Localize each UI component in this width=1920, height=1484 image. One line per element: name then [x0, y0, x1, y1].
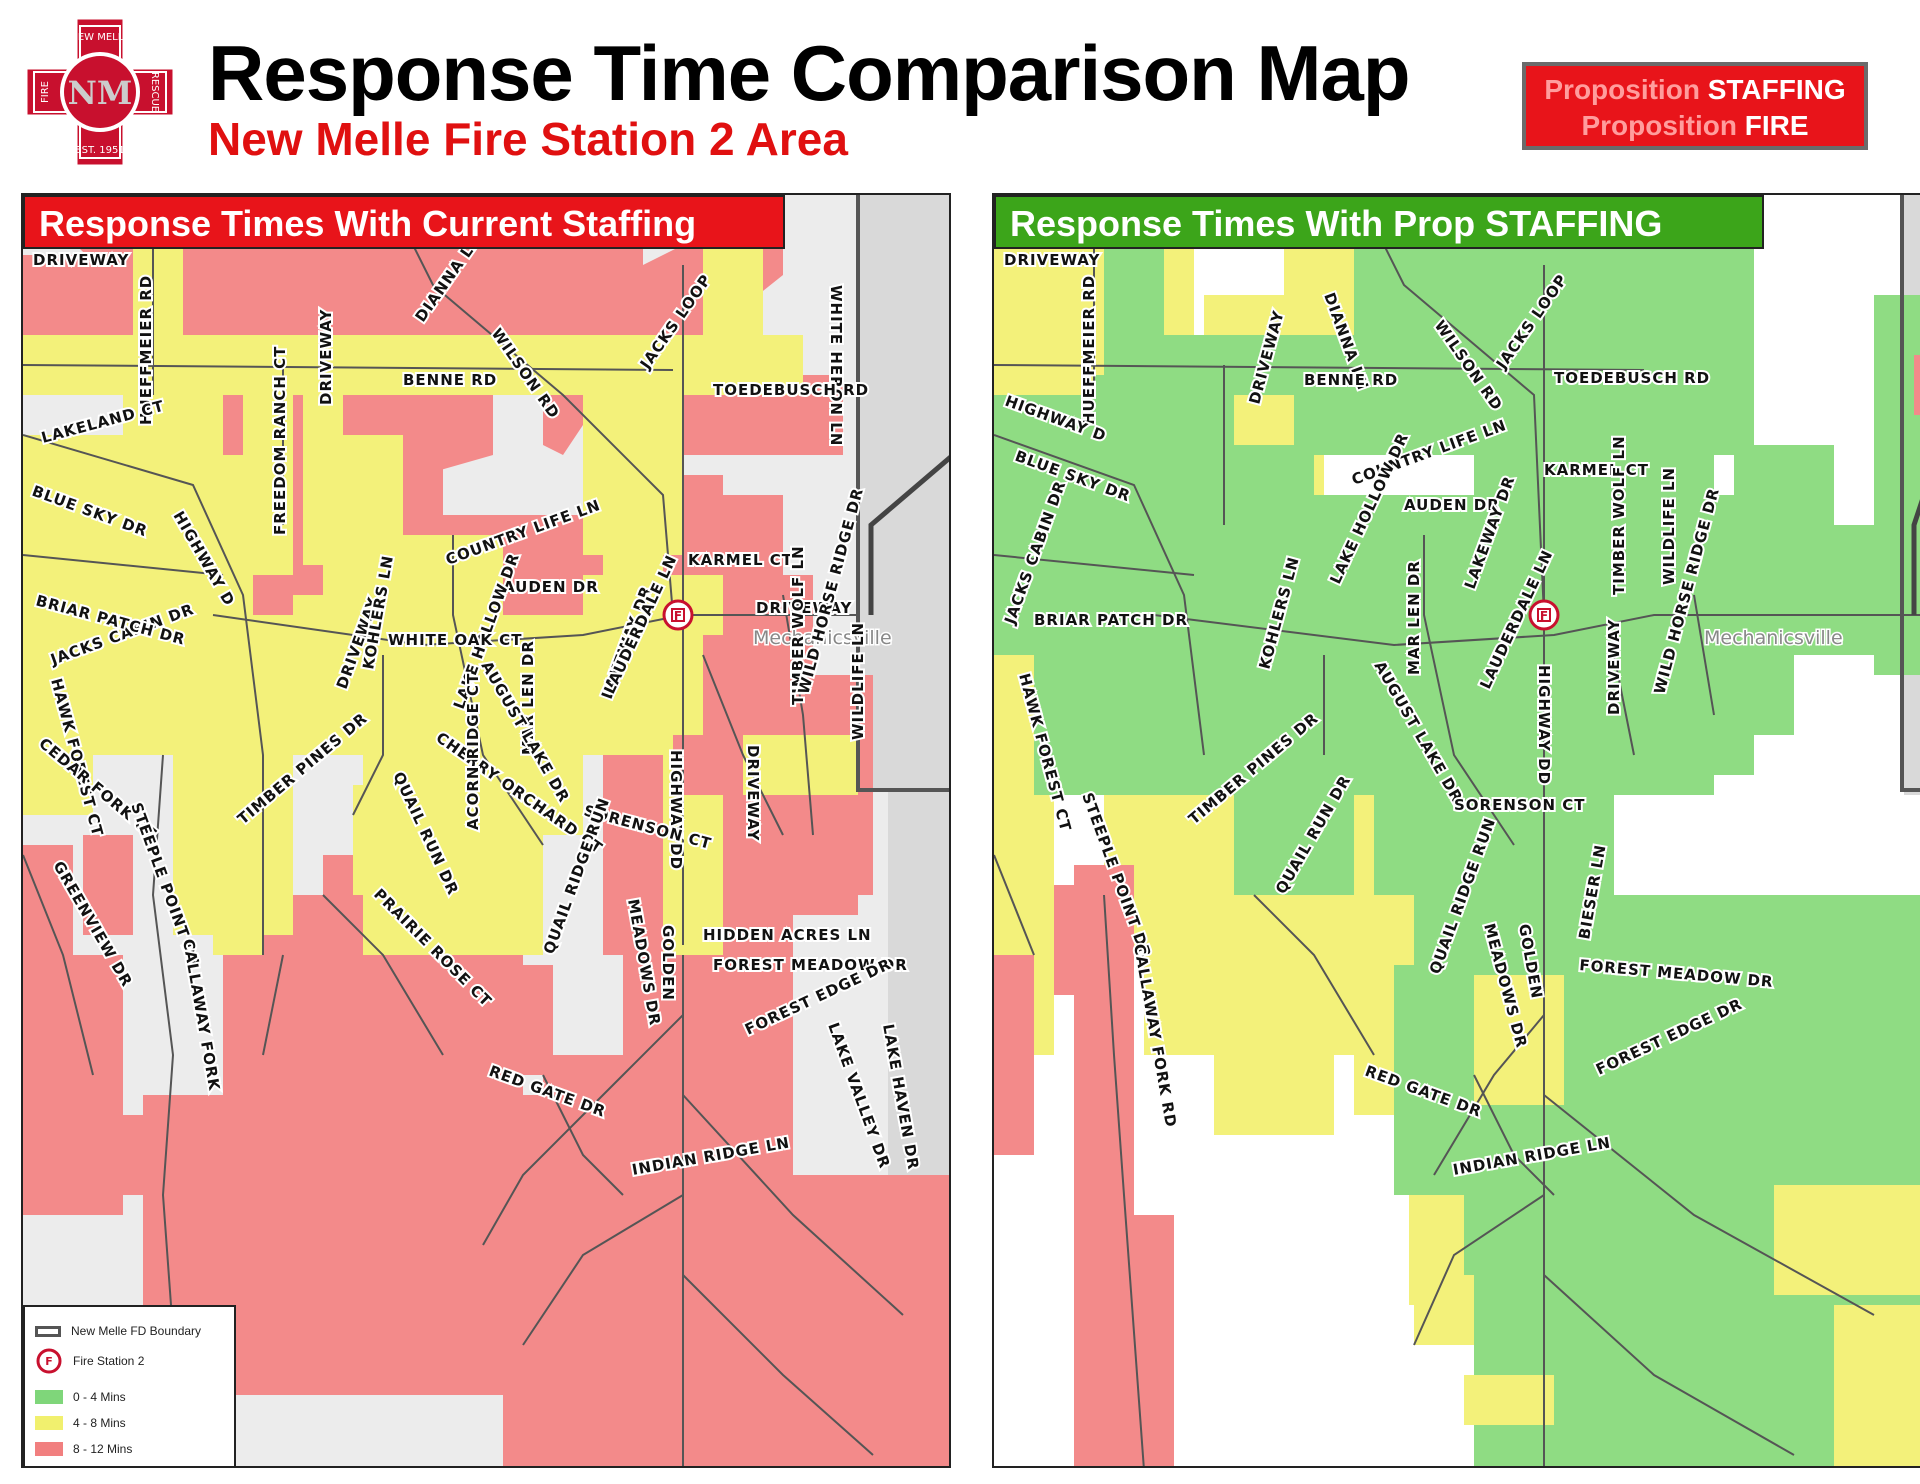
road-label: FREEDOM RANCH CT	[271, 346, 289, 535]
map-prop-staffing: F Mechanicsville DRIVEWAY HUEFFMEIER RD …	[994, 195, 1920, 1466]
legend-label: 8 - 12 Mins	[73, 1442, 133, 1456]
highway-road	[1911, 499, 1920, 615]
legend-label: New Melle FD Boundary	[71, 1324, 202, 1338]
legend-item-8-12: 8 - 12 Mins	[35, 1439, 132, 1459]
road-label: WILDLIFE LN	[1660, 467, 1678, 585]
page-title: Response Time Comparison Map	[208, 29, 1410, 117]
road-label: WHITE HERON LN	[827, 285, 845, 446]
logo-text-bottom: EST. 1951	[75, 145, 124, 156]
road-label: WILDLIFE LN	[849, 622, 867, 740]
road-label: DRIVEWAY	[1605, 619, 1623, 715]
map-panel-prop-staffing: F Mechanicsville DRIVEWAY HUEFFMEIER RD …	[992, 193, 1920, 1468]
road-label: BENNE RD	[1304, 371, 1398, 389]
road-label: KARMEL CT	[688, 551, 793, 569]
red-swatch	[35, 1442, 63, 1456]
svg-text:F: F	[674, 609, 682, 623]
panel-title-current-staffing: Response Times With Current Staffing	[23, 195, 785, 249]
logo-monogram: NM	[68, 74, 133, 112]
fire-department-logo-icon: NM NEW MELLE EST. 1951 FIRE RESCUE	[24, 16, 176, 168]
zone-4-8-mins	[23, 205, 858, 955]
road-label: AUDEN DR	[1404, 496, 1500, 514]
road-label: GOLDEN	[659, 925, 677, 1001]
map-legend: New Melle FD Boundary F Fire Station 2 0…	[23, 1305, 236, 1466]
road-label: HUEFFMEIER RD	[1080, 275, 1098, 425]
map-current-staffing: F Mechanicsville DRIVEWAY HUEFFMEIER RD …	[23, 195, 949, 1466]
road-label: HIGHWAY DD	[1535, 665, 1553, 785]
road-label: BRIAR PATCH DR	[1034, 611, 1188, 629]
road-label: DRIVEWAY	[33, 251, 129, 269]
highway-road	[868, 455, 949, 615]
road-label: DRIVEWAY	[756, 599, 852, 617]
prop-line1-prefix: Proposition	[1544, 74, 1700, 105]
road-label: TOEDEBUSCH RD	[1554, 369, 1710, 387]
page-subtitle: New Melle Fire Station 2 Area	[208, 113, 848, 165]
road-label: ACORN RIDGE CT	[464, 673, 482, 830]
road-network	[994, 204, 1920, 1466]
zone-8-12-mins	[673, 735, 743, 795]
boundary-swatch	[35, 1325, 61, 1337]
road-label: DRIVEWAY	[744, 745, 762, 841]
road-label: TOEDEBUSCH RD	[713, 381, 869, 399]
svg-text:F: F	[45, 1355, 53, 1368]
logo-text-top: NEW MELLE	[70, 32, 129, 43]
zone-8-12-mins	[994, 355, 1920, 1466]
fire-station-icon: F	[662, 599, 694, 631]
zone-4-8-mins	[1409, 975, 1920, 1466]
road-label: DRIVEWAY	[317, 309, 335, 405]
road-label: SORENSON CT	[1454, 796, 1585, 814]
legend-item-boundary: New Melle FD Boundary	[35, 1321, 201, 1341]
prop-line1-emphasis: STAFFING	[1707, 74, 1846, 105]
road-label: DRIVEWAY	[1004, 251, 1100, 269]
road-label: TIMBER WOLF LN	[789, 545, 807, 705]
town-label-mechanicsville: Mechanicsville	[1704, 627, 1843, 649]
road-label: HUEFFMEIER RD	[137, 275, 155, 425]
legend-item-4-8: 4 - 8 Mins	[35, 1413, 126, 1433]
fire-station-icon: F	[36, 1348, 62, 1374]
fd-boundary-line	[1900, 195, 1920, 792]
road-label: AUDEN DR	[503, 578, 599, 596]
road-network	[23, 204, 904, 1466]
prop-line2-emphasis: FIRE	[1744, 110, 1809, 141]
legend-label: 0 - 4 Mins	[73, 1390, 126, 1404]
road-label: HIGHWAY DD	[667, 750, 685, 870]
road-label: HIDDEN ACRES LN	[703, 926, 872, 944]
road-label: MAR LEN DR	[519, 640, 537, 755]
road-label: TIMBER WOLF LN	[1610, 435, 1628, 595]
road-label: FOREST MEADOW DR	[713, 956, 908, 974]
panel-title-prop-staffing: Response Times With Prop STAFFING	[994, 195, 1764, 249]
green-swatch	[35, 1390, 63, 1404]
logo-text-left: FIRE	[40, 81, 51, 103]
legend-item-0-4: 0 - 4 Mins	[35, 1387, 126, 1407]
town-label-mechanicsville: Mechanicsville	[753, 627, 892, 649]
road-label: WHITE OAK CT	[388, 631, 522, 649]
legend-item-station: F Fire Station 2	[35, 1348, 145, 1374]
prop-line2-prefix: Proposition	[1581, 110, 1737, 141]
legend-label: 4 - 8 Mins	[73, 1416, 126, 1430]
page-header: NM NEW MELLE EST. 1951 FIRE RESCUE Respo…	[0, 0, 1920, 190]
svg-text:F: F	[1540, 609, 1548, 623]
fire-station-icon: F	[1528, 599, 1560, 631]
yellow-swatch	[35, 1416, 63, 1430]
road-label: BENNE RD	[403, 371, 497, 389]
legend-label: Fire Station 2	[73, 1354, 145, 1368]
proposition-box: Proposition STAFFING Proposition FIRE	[1522, 62, 1868, 150]
water-area	[858, 195, 949, 790]
logo-text-right: RESCUE	[149, 72, 160, 112]
road-label: KARMEL CT	[1544, 461, 1649, 479]
fd-boundary-line	[856, 195, 949, 792]
road-label: MAR LEN DR	[1405, 560, 1423, 675]
map-panel-current-staffing: F Mechanicsville DRIVEWAY HUEFFMEIER RD …	[21, 193, 951, 1468]
